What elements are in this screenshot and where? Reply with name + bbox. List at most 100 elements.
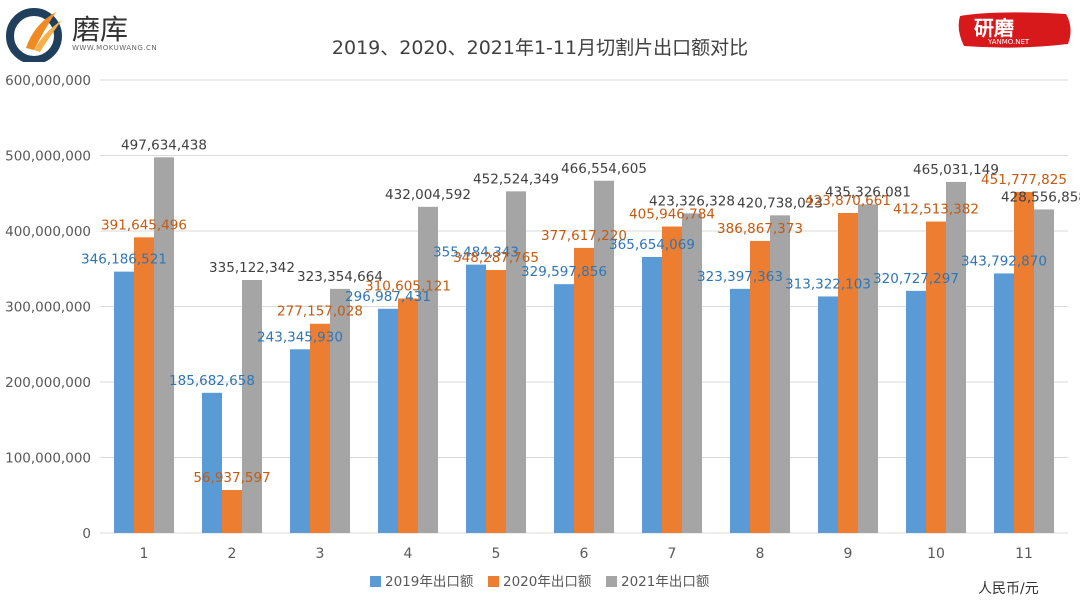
y-tick-label: 200,000,000 (5, 375, 91, 391)
x-tick-label: 9 (844, 546, 853, 562)
mokuwang-logo-mark (6, 8, 62, 62)
mokuwang-logo: 磨库 WWW.MOKUWANG.CN (4, 4, 164, 62)
bar-2019 (906, 290, 926, 533)
yanmo-logo-name: 研磨 (974, 16, 1014, 40)
x-tick-label: 10 (927, 546, 945, 562)
data-label: 329,597,856 (521, 264, 607, 280)
bar-2019 (466, 264, 486, 533)
data-label: 432,004,592 (385, 187, 471, 203)
data-label: 243,345,930 (257, 329, 343, 345)
data-label: 277,157,028 (277, 304, 363, 320)
bar-2021 (154, 157, 174, 533)
x-tick-label: 8 (756, 546, 765, 562)
bar-2021 (594, 180, 614, 533)
x-tick-label: 4 (404, 546, 413, 562)
y-tick-label: 0 (82, 526, 91, 542)
yanmo-logo-url: YANMO.NET (988, 38, 1030, 46)
bar-2020 (486, 270, 506, 533)
yanmo-logo: 研磨 YANMO.NET (956, 10, 1074, 50)
mokuwang-logo-url: WWW.MOKUWANG.CN (72, 44, 158, 52)
x-tick-label: 7 (668, 546, 677, 562)
legend-label: 2021年出口额 (621, 574, 710, 590)
y-tick-label: 600,000,000 (5, 73, 91, 89)
bar-2021 (506, 191, 526, 533)
bar-2020 (574, 247, 594, 534)
data-label: 451,777,825 (981, 172, 1067, 188)
data-label: 386,867,373 (717, 221, 803, 237)
data-label: 428,556,858 (1001, 189, 1080, 205)
data-label: 346,186,521 (81, 252, 167, 268)
bar-2020 (398, 298, 418, 533)
bar-2019 (202, 392, 222, 533)
data-label: 377,617,220 (541, 228, 627, 244)
yanmo-logo-brush (958, 12, 1071, 48)
data-label: 365,654,069 (609, 237, 695, 253)
bar-2021 (770, 215, 790, 534)
bar-2020 (134, 237, 154, 533)
bar-2020 (222, 490, 242, 533)
data-label: 56,937,597 (193, 470, 270, 486)
bar-2019 (730, 288, 750, 533)
x-tick-label: 6 (580, 546, 589, 562)
bar-2021 (418, 206, 438, 533)
bar-2020 (310, 323, 330, 533)
legend-swatch (370, 576, 381, 587)
bar-2021 (946, 181, 966, 533)
y-tick-label: 500,000,000 (5, 149, 91, 165)
data-label: 348,287,765 (453, 250, 539, 266)
data-label: 423,870,661 (805, 193, 891, 209)
data-label: 405,946,784 (629, 207, 715, 223)
y-tick-label: 400,000,000 (5, 224, 91, 240)
data-label: 355,484,343 (433, 245, 519, 261)
y-tick-label: 300,000,000 (5, 300, 91, 316)
bar-2020 (926, 221, 946, 533)
data-label: 323,354,664 (297, 269, 383, 285)
bar-2020 (838, 212, 858, 533)
bar-2021 (858, 204, 878, 534)
bar-2019 (818, 296, 838, 533)
data-label: 310,605,121 (365, 278, 451, 294)
data-label: 466,554,605 (561, 161, 647, 177)
bar-2020 (1014, 191, 1034, 533)
bar-2021 (1034, 209, 1054, 533)
chart-title: 2019、2020、2021年1-11月切割片出口额对比 (331, 37, 749, 59)
bar-2021 (682, 213, 702, 534)
data-label: 423,326,328 (649, 193, 735, 209)
data-label: 313,322,103 (785, 276, 871, 292)
x-tick-label: 11 (1015, 546, 1033, 562)
data-label: 296,987,431 (345, 289, 431, 305)
bar-2021 (330, 288, 350, 533)
data-label: 335,122,342 (209, 260, 295, 276)
data-label: 391,645,496 (101, 217, 187, 233)
legend-swatch (606, 576, 617, 587)
bar-2019 (994, 273, 1014, 533)
data-label: 323,397,363 (697, 269, 783, 285)
bar-2019 (554, 284, 574, 533)
bar-2020 (662, 226, 682, 533)
data-label: 465,031,149 (913, 162, 999, 178)
bar-2019 (642, 256, 662, 533)
data-label: 412,513,382 (893, 202, 979, 218)
x-tick-label: 2 (228, 546, 237, 562)
data-label: 452,524,349 (473, 171, 559, 187)
x-tick-label: 3 (316, 546, 325, 562)
legend-label: 2019年出口额 (385, 574, 474, 590)
unit-label: 人民币/元 (978, 581, 1039, 597)
bar-2019 (114, 271, 134, 533)
data-label: 435,326,081 (825, 184, 911, 200)
data-label: 497,634,438 (121, 137, 207, 153)
mokuwang-logo-name: 磨库 (72, 13, 129, 46)
bar-2019 (290, 349, 310, 533)
data-label: 420,738,023 (737, 195, 823, 211)
legend-swatch (488, 576, 499, 587)
bar-2021 (242, 279, 262, 533)
x-tick-label: 1 (140, 546, 149, 562)
data-label: 185,682,658 (169, 373, 255, 389)
bar-2020 (750, 240, 770, 533)
legend-label: 2020年出口额 (503, 574, 592, 590)
bar-2019 (378, 308, 398, 533)
x-tick-label: 5 (492, 546, 501, 562)
data-label: 343,792,870 (961, 253, 1047, 269)
data-label: 320,727,297 (873, 271, 959, 287)
